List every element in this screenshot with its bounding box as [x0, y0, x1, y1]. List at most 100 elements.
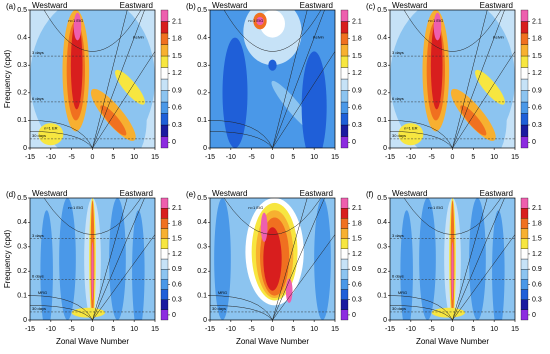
y-tick-label: 0.3	[17, 244, 27, 251]
colorbar-swatch	[520, 136, 529, 149]
eastward-label: Eastward	[480, 1, 513, 10]
panel-label: (b)	[186, 2, 196, 11]
colorbar-swatch	[340, 55, 349, 68]
colorbar-swatch	[340, 113, 349, 126]
x-tick-label: 10	[130, 154, 138, 161]
colorbar-swatch	[520, 44, 529, 57]
x-tick-label: 5	[291, 154, 295, 161]
field-blob	[214, 198, 231, 320]
panel-label: (e)	[186, 190, 196, 199]
colorbar-swatch	[160, 101, 169, 114]
colorbar-swatch	[340, 289, 349, 300]
period-label: 30 days	[32, 306, 46, 311]
x-tick-label: -10	[226, 154, 236, 161]
colorbar-tick-label: 0	[532, 312, 536, 319]
period-label: 30 days	[32, 133, 46, 138]
y-axis-label: Frequency (cpd)	[3, 230, 12, 289]
x-tick-label: -5	[429, 326, 435, 333]
y-tick-label: 0.2	[17, 90, 27, 97]
field-blob	[301, 51, 327, 148]
westward-label: Westward	[212, 1, 247, 10]
field-blob	[430, 21, 443, 110]
eastward-label: Eastward	[480, 189, 513, 198]
colorbar-swatch	[160, 309, 169, 321]
colorbar-tick-label: 0	[532, 139, 536, 146]
colorbar-tick-label: 1.8	[532, 36, 542, 43]
kelvin-curve	[92, 51, 155, 148]
colorbar-tick-label: 0.9	[352, 87, 362, 94]
colorbar-swatch	[340, 78, 349, 91]
contour-field	[30, 10, 155, 148]
kelvin-curve	[272, 234, 335, 320]
y-tick-label: 0.1	[17, 292, 27, 299]
colorbar-swatch	[520, 228, 529, 239]
period-label: 30 days	[392, 133, 406, 138]
colorbar-tick-label: 1.8	[352, 220, 362, 227]
kelvin-curve	[92, 234, 155, 320]
field-blob	[433, 12, 442, 41]
field-blob	[460, 105, 487, 136]
panel: 30 days n=1 EIG MRG -15 -10 -5 0 5 10 15 0 0.1 0.2 0.…	[186, 189, 362, 346]
colorbar-swatch	[340, 299, 349, 310]
field-blob	[256, 16, 264, 26]
colorbar-tick-label: 0.6	[172, 281, 182, 288]
colorbar-tick-label: 0.3	[172, 297, 182, 304]
colorbar-swatch	[340, 101, 349, 114]
colorbar-tick-label: 1.5	[352, 236, 362, 243]
y-tick-label: 0.1	[197, 117, 207, 124]
colorbar-swatch	[520, 269, 529, 280]
westward-label: Westward	[212, 189, 247, 198]
y-tick-label: 0.3	[197, 62, 207, 69]
colorbar-swatch	[520, 279, 529, 290]
eastward-label: Eastward	[120, 189, 153, 198]
kelvin-curve	[272, 10, 308, 148]
colorbar-swatch	[520, 101, 529, 114]
y-tick-label: 0.4	[197, 34, 207, 41]
westward-label: Westward	[392, 1, 427, 10]
er-curve	[390, 295, 453, 320]
wave-label: MRG	[398, 290, 407, 295]
field-blob	[469, 198, 486, 320]
colorbar-swatch	[520, 32, 529, 45]
y-tick-label: 0.4	[17, 34, 27, 41]
y-tick-label: 0.5	[17, 7, 27, 14]
field-blob	[268, 59, 277, 71]
er-curve	[390, 131, 453, 148]
x-tick-label: -10	[46, 326, 56, 333]
contour-field	[390, 10, 515, 148]
colorbar-tick-label: 0.9	[172, 266, 182, 273]
kelvin-curve	[92, 10, 128, 148]
field-blob	[222, 37, 248, 148]
x-tick-label: 15	[151, 326, 159, 333]
colorbar-swatch	[160, 90, 169, 103]
colorbar-swatch	[160, 32, 169, 45]
colorbar-swatch	[160, 258, 169, 270]
dispersion-curves	[210, 10, 335, 148]
wave-label: n=1 EIG	[428, 205, 443, 210]
y-tick-label: 0.2	[17, 268, 27, 275]
y-tick-label: 0	[383, 145, 387, 152]
colorbar-tick-label: 2.1	[532, 18, 542, 25]
wave-label: n=1 EIG	[428, 18, 443, 23]
x-tick-label: 0	[91, 154, 95, 161]
colorbar-swatch	[160, 238, 169, 249]
wave-label: MRG	[218, 290, 227, 295]
colorbar-tick-label: 1.8	[172, 220, 182, 227]
x-tick-label: -15	[385, 154, 395, 161]
field-blob	[314, 198, 331, 320]
x-tick-label: -5	[69, 154, 75, 161]
eastward-label: Eastward	[300, 189, 333, 198]
field-blob	[400, 210, 413, 320]
colorbar-swatch	[520, 67, 529, 80]
er-curve	[210, 131, 273, 148]
x-tick-label: 0	[451, 154, 455, 161]
colorbar-swatch	[340, 21, 349, 34]
y-tick-label: 0	[383, 317, 387, 324]
colorbar-swatch	[160, 113, 169, 126]
field-blob	[260, 212, 268, 242]
colorbar-tick-label: 1.5	[172, 53, 182, 60]
period-label: 3 days	[32, 50, 44, 55]
colorbar-tick-label: 2.1	[532, 205, 542, 212]
colorbar-tick-label: 0.6	[532, 105, 542, 112]
x-axis-label: Zonal Wave Number	[236, 337, 309, 346]
